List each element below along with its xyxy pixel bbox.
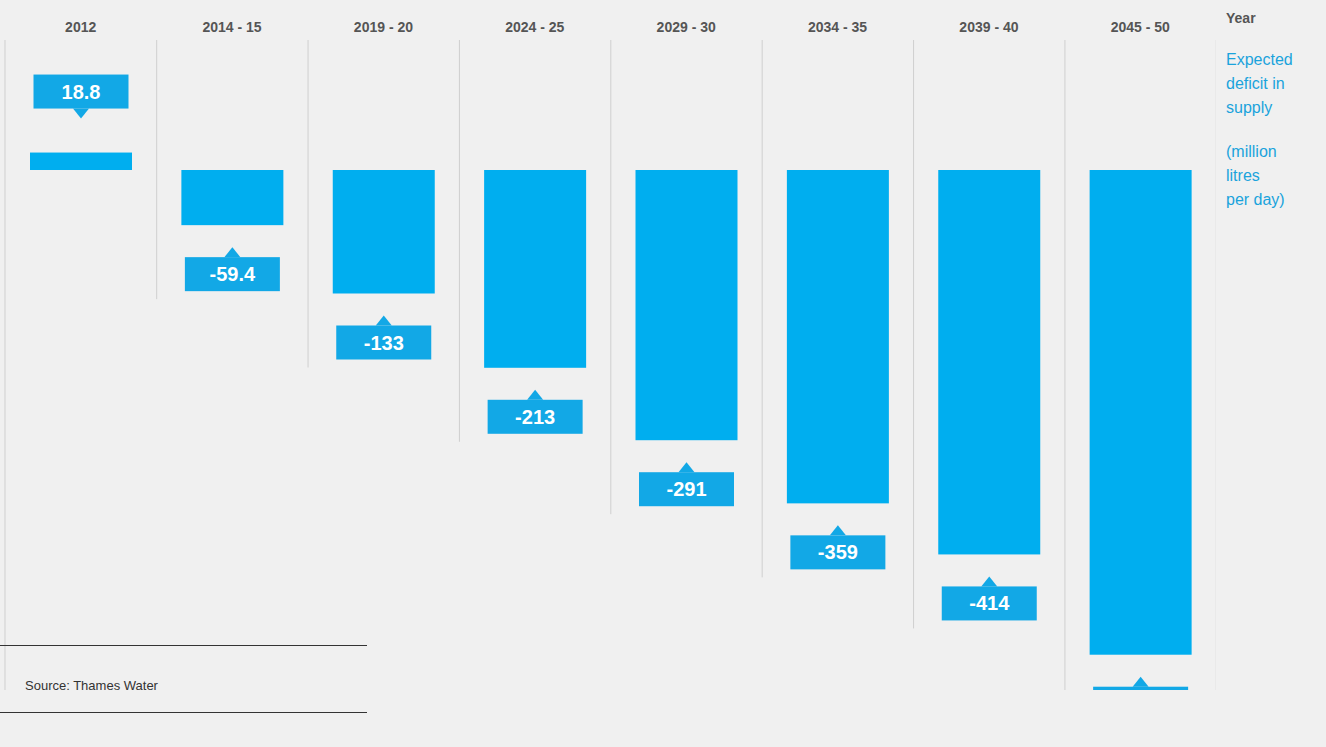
svg-text:2014 - 15: 2014 - 15 xyxy=(202,19,261,35)
svg-text:2039 - 40: 2039 - 40 xyxy=(959,19,1018,35)
svg-text:-291: -291 xyxy=(666,478,706,500)
svg-text:-213: -213 xyxy=(515,406,555,428)
svg-text:18.8: 18.8 xyxy=(62,81,101,103)
html-text:Source: Thames Water: Source: Thames Water xyxy=(25,678,158,693)
svg-text:-59.4: -59.4 xyxy=(210,263,256,285)
svg-text:-414: -414 xyxy=(969,592,1010,614)
svg-text:2019 - 20: 2019 - 20 xyxy=(354,19,413,35)
html-text:(million litres per day): (million litres per day) xyxy=(1226,143,1285,208)
svg-text:2024 - 25: 2024 - 25 xyxy=(505,19,564,35)
svg-text:2034 - 35: 2034 - 35 xyxy=(808,19,867,35)
html-text:Year: Year xyxy=(1226,10,1256,26)
svg-text:-133: -133 xyxy=(364,332,404,354)
svg-text:2012: 2012 xyxy=(65,19,96,35)
svg-text:2029 - 30: 2029 - 30 xyxy=(657,19,716,35)
svg-text:2045 - 50: 2045 - 50 xyxy=(1111,19,1170,35)
svg-text:-359: -359 xyxy=(818,541,858,563)
html-text:Expected deficit in supply: Expected deficit in supply xyxy=(1226,51,1293,116)
